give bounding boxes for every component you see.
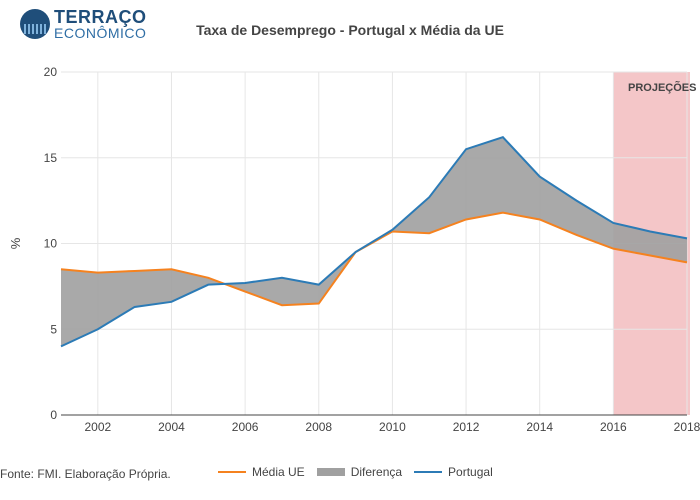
x-tick-label: 2008: [305, 420, 332, 434]
legend: Média UE Diferença Portugal: [218, 465, 505, 479]
series-line-portugal: [60, 136, 688, 348]
legend-label-diferenca: Diferença: [350, 465, 403, 479]
x-tick-label: 2016: [600, 420, 627, 434]
legend-label-media-ue: Média UE: [252, 465, 305, 479]
difference-area: [61, 137, 687, 347]
projection-label: PROJEÇÕES: [628, 81, 696, 94]
legend-swatch-portugal: [414, 471, 443, 473]
logo-line2: ECONÔMICO: [54, 25, 147, 41]
y-tick-label: 15: [44, 151, 58, 165]
legend-item-diferenca[interactable]: Diferença: [316, 465, 403, 479]
globe-icon: [20, 9, 50, 39]
logo: TERRAÇO ECONÔMICO: [20, 8, 147, 40]
x-tick-label: 2012: [453, 420, 480, 434]
legend-item-portugal[interactable]: Portugal: [414, 465, 493, 479]
y-tick-label: 20: [44, 65, 58, 79]
legend-swatch-media-ue: [218, 471, 246, 473]
legend-label-portugal: Portugal: [448, 465, 493, 479]
x-tick-label: 2014: [526, 420, 553, 434]
y-tick-label: 10: [44, 237, 58, 251]
chart-title: Taxa de Desemprego - Portugal x Média da…: [196, 22, 504, 38]
legend-item-media-ue[interactable]: Média UE: [218, 465, 305, 479]
y-axis-label: %: [8, 237, 23, 249]
y-tick-label: 0: [50, 408, 57, 422]
x-tick-label: 2004: [158, 420, 185, 434]
y-tick-label: 5: [50, 322, 57, 336]
x-tick-label: 2002: [84, 420, 111, 434]
x-tick-label: 2006: [232, 420, 259, 434]
x-tick-label: 2018: [674, 420, 700, 434]
logo-line1: TERRAÇO: [54, 7, 147, 27]
x-tick-label: 2010: [379, 420, 406, 434]
source-note: Fonte: FMI. Elaboração Própria.: [0, 467, 171, 481]
legend-swatch-diferenca: [316, 468, 345, 476]
